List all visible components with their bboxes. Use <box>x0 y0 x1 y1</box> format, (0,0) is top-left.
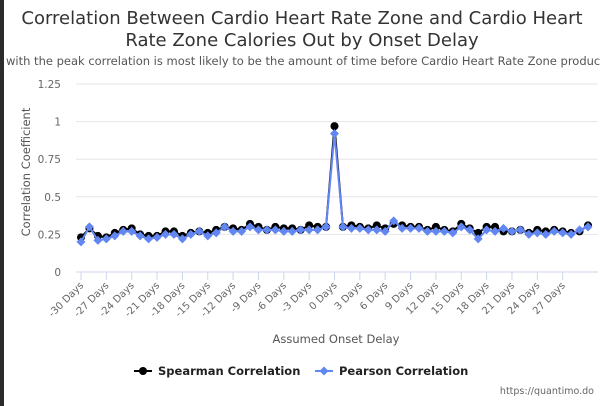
legend-label-pearson: Pearson Correlation <box>339 364 469 378</box>
data-point <box>575 225 585 235</box>
data-point <box>194 226 204 236</box>
data-point <box>338 222 348 232</box>
data-point <box>541 229 551 239</box>
data-point <box>330 122 339 131</box>
y-tick-label: 1.25 <box>38 79 61 91</box>
data-point <box>279 226 289 236</box>
data-point <box>296 225 306 235</box>
legend-symbol-spearman <box>134 366 152 376</box>
data-point <box>161 229 170 239</box>
data-point <box>346 223 356 233</box>
data-point <box>456 222 466 232</box>
data-point <box>372 225 382 235</box>
data-point <box>431 226 441 236</box>
legend-symbol-pearson <box>315 366 333 376</box>
data-point <box>186 229 196 239</box>
y-tick-label: 0.5 <box>44 192 61 204</box>
chart-subtitle: with the peak correlation is most likely… <box>6 54 601 68</box>
legend-label-spearman: Spearman Correlation <box>158 364 301 378</box>
data-point <box>144 234 154 244</box>
data-point <box>228 226 238 236</box>
data-point <box>152 232 162 242</box>
data-point <box>515 225 525 235</box>
data-point <box>406 223 416 233</box>
data-point <box>203 231 213 241</box>
series-pearson-correlation <box>76 129 593 247</box>
data-point <box>439 226 449 236</box>
legend-item-pearson[interactable]: Pearson Correlation <box>315 364 468 378</box>
chart-title-line-2: Rate Zone Calories Out by Onset Delay <box>125 30 479 51</box>
data-point <box>363 225 373 235</box>
x-axis: -30 Days-27 Days-24 Days-21 Days-18 Days… <box>47 271 598 320</box>
data-point <box>474 228 483 237</box>
data-point <box>245 222 255 232</box>
chart-title-line-1: Correlation Between Cardio Heart Rate Zo… <box>21 8 583 29</box>
data-point <box>330 129 339 139</box>
data-point <box>355 223 365 233</box>
data-point <box>118 226 128 236</box>
data-point <box>76 237 86 247</box>
data-point <box>169 229 179 239</box>
y-axis-ticks: 0 0.25 0.5 0.75 1 1.25 <box>38 79 61 279</box>
source-credit-link[interactable]: https://quantimo.do <box>499 386 594 397</box>
data-point <box>211 228 221 238</box>
data-point <box>482 225 492 235</box>
data-point <box>558 228 568 238</box>
data-point <box>422 226 432 236</box>
data-point <box>414 223 424 233</box>
data-point <box>507 226 517 236</box>
data-point <box>448 228 458 238</box>
y-tick-label: 0 <box>54 267 61 279</box>
data-point <box>135 231 145 241</box>
data-point <box>93 235 103 245</box>
data-point <box>253 225 263 235</box>
data-point <box>566 229 576 239</box>
data-point <box>177 234 187 244</box>
data-point <box>397 223 407 233</box>
data-point <box>313 225 323 235</box>
data-point <box>110 231 120 241</box>
data-point <box>304 225 314 235</box>
data-point <box>262 225 272 235</box>
y-tick-label: 0.25 <box>38 229 61 241</box>
data-point <box>321 222 331 232</box>
y-tick-label: 0.75 <box>38 154 61 166</box>
data-point <box>499 223 508 233</box>
data-point <box>583 222 593 232</box>
series-line <box>80 133 589 243</box>
data-point <box>465 225 475 235</box>
data-point <box>101 234 111 244</box>
data-point <box>549 226 559 236</box>
legend-item-spearman[interactable]: Spearman Correlation <box>134 364 300 378</box>
data-point <box>372 221 381 230</box>
data-point <box>305 221 314 230</box>
data-point <box>389 216 399 226</box>
data-point <box>524 229 534 239</box>
data-point <box>84 222 94 232</box>
series-group <box>76 122 593 247</box>
data-point <box>127 226 137 236</box>
window-edge <box>0 0 4 406</box>
data-point <box>287 226 297 236</box>
data-point <box>490 226 500 236</box>
data-point <box>431 222 440 231</box>
y-axis-label: Correlation Coefficient <box>19 107 33 236</box>
x-axis-label: Assumed Onset Delay <box>273 332 400 346</box>
data-point <box>237 226 247 236</box>
data-point <box>270 225 280 235</box>
data-point <box>491 222 500 231</box>
data-point <box>220 222 230 232</box>
data-point <box>532 228 542 238</box>
data-point <box>473 234 483 244</box>
y-tick-label: 1 <box>54 117 61 129</box>
data-point <box>380 226 390 236</box>
